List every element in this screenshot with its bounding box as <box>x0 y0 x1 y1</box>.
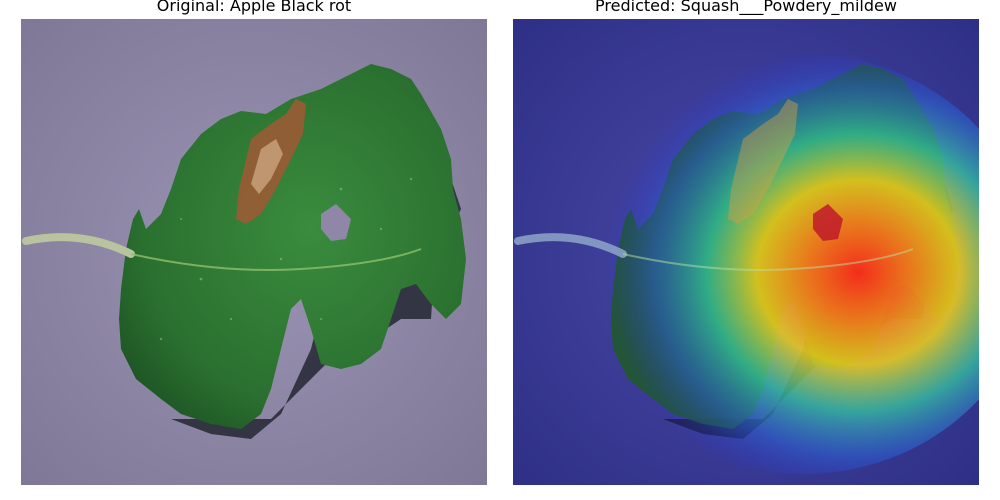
gradcam-heatmap-overlay <box>513 19 979 485</box>
original-title: Original: Apple Black rot <box>156 0 352 15</box>
original-image <box>21 19 487 485</box>
apple-leaf-photo <box>21 19 487 485</box>
predicted-heatmap-image <box>513 19 979 485</box>
predicted-panel: Predicted: Squash___Powdery_mildew <box>513 0 979 500</box>
predicted-title: Predicted: Squash___Powdery_mildew <box>595 0 897 15</box>
original-panel: Original: Apple Black rot <box>21 0 487 500</box>
